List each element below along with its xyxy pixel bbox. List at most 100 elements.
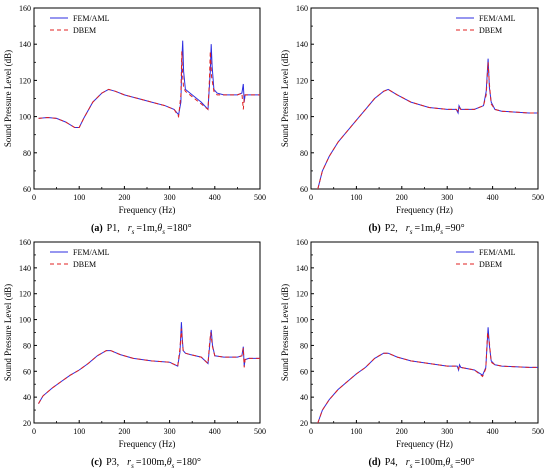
x-tick-label: 100 (73, 193, 85, 202)
caption-point: P3, (106, 457, 119, 468)
x-axis-label: Frequency (Hz) (396, 439, 453, 449)
y-tick-label: 100 (296, 316, 308, 325)
caption-point: P1, (107, 223, 120, 234)
x-tick-label: 500 (532, 193, 544, 202)
y-tick-label: 120 (19, 76, 31, 85)
x-tick-label: 300 (441, 193, 453, 202)
caption-eq: =1m, (136, 223, 157, 234)
x-tick-label: 300 (164, 427, 176, 436)
x-tick-label: 100 (350, 427, 362, 436)
caption-theta: θ (157, 223, 162, 234)
caption-r: r (128, 223, 132, 234)
y-tick-label: 80 (23, 149, 31, 158)
panel-d: 0 100 200 300 400 500 20 40 60 80 100 120 140 160 Freq… (280, 238, 544, 470)
y-tick-label: 20 (23, 419, 31, 428)
y-tick-label: 140 (19, 264, 31, 273)
legend-label: DBEM (479, 26, 502, 35)
panel-caption: (b) P2, rs =1m,θs =90° (369, 223, 465, 236)
x-axis-label: Frequency (Hz) (119, 439, 176, 449)
y-tick-label: 60 (23, 367, 31, 376)
x-tick-label: 400 (209, 193, 221, 202)
y-tick-label: 80 (23, 341, 31, 350)
panel-caption: (a) P1, rs =1m,θs =180° (91, 223, 192, 236)
series-line-fem-aml (317, 58, 538, 189)
y-tick-label: 140 (19, 40, 31, 49)
x-tick-label: 500 (532, 427, 544, 436)
x-tick-label: 400 (487, 193, 499, 202)
y-tick-label: 160 (19, 4, 31, 13)
x-tick-label: 0 (309, 427, 313, 436)
caption-r: r (127, 457, 131, 468)
x-tick-label: 200 (396, 193, 408, 202)
x-tick-label: 300 (164, 193, 176, 202)
y-tick-label: 40 (300, 393, 308, 402)
y-axis-label: Sound Pressure Level (dB) (3, 50, 13, 147)
legend-label: DBEM (73, 26, 96, 35)
y-tick-label: 60 (300, 185, 308, 194)
x-tick-label: 400 (487, 427, 499, 436)
y-tick-label: 160 (296, 238, 308, 247)
caption-r: r (406, 457, 410, 468)
series-line-dbem (317, 62, 538, 189)
x-tick-label: 400 (209, 427, 221, 436)
caption-letter: (b) (369, 223, 381, 234)
caption-theta-sub: s (172, 462, 175, 470)
y-axis-label: Sound Pressure Level (dB) (280, 284, 290, 381)
series-line-fem-aml (38, 322, 260, 404)
caption-letter: (c) (91, 457, 102, 468)
x-tick-label: 200 (396, 427, 408, 436)
y-tick-label: 100 (19, 113, 31, 122)
x-tick-label: 300 (441, 427, 453, 436)
caption-r-sub: s (131, 462, 134, 470)
caption-theta: θ (435, 223, 440, 234)
caption-r-sub: s (410, 462, 413, 470)
plot-frame (33, 7, 261, 190)
legend-label: FEM/AML (73, 248, 110, 257)
caption-point: P4, (385, 457, 398, 468)
caption-theta-value: =90° (455, 457, 475, 468)
legend-label: DBEM (479, 260, 502, 269)
caption-theta: θ (445, 457, 450, 468)
caption-theta-sub: s (450, 462, 453, 470)
caption-theta: θ (167, 457, 172, 468)
x-tick-label: 500 (254, 193, 266, 202)
x-tick-label: 100 (350, 193, 362, 202)
y-tick-label: 120 (296, 290, 308, 299)
caption-letter: (d) (369, 457, 381, 468)
plot-frame (310, 7, 539, 190)
x-tick-label: 0 (309, 193, 313, 202)
caption-theta-value: =90° (445, 223, 465, 234)
series-line-dbem (38, 51, 260, 128)
caption-theta-sub: s (440, 228, 443, 236)
caption-r-sub: s (410, 228, 413, 236)
series-line-fem-aml (38, 40, 260, 128)
y-tick-label: 60 (300, 367, 308, 376)
x-tick-label: 200 (118, 427, 130, 436)
x-tick-label: 0 (32, 427, 36, 436)
caption-eq: =100m, (414, 457, 445, 468)
y-tick-label: 20 (300, 419, 308, 428)
series-line-dbem (317, 332, 538, 423)
legend: FEM/AML DBEM (50, 248, 110, 269)
legend: FEM/AML DBEM (456, 14, 516, 35)
y-tick-label: 120 (19, 290, 31, 299)
legend-label: FEM/AML (73, 14, 110, 23)
caption-r-sub: s (132, 228, 135, 236)
legend: FEM/AML DBEM (456, 248, 516, 269)
x-tick-label: 500 (254, 427, 266, 436)
panel-a: 0 100 200 300 400 500 60 80 100 120 140 160 Frequenc… (3, 4, 266, 236)
caption-theta-value: =180° (176, 457, 201, 468)
y-tick-label: 140 (296, 264, 308, 273)
y-tick-label: 160 (296, 4, 308, 13)
y-tick-label: 80 (300, 149, 308, 158)
caption-point: P2, (385, 223, 398, 234)
legend: FEM/AML DBEM (50, 14, 110, 35)
x-axis-label: Frequency (Hz) (119, 205, 176, 215)
legend-label: FEM/AML (479, 248, 516, 257)
y-tick-label: 160 (19, 238, 31, 247)
legend-label: FEM/AML (479, 14, 516, 23)
caption-r: r (406, 223, 410, 234)
x-tick-label: 0 (32, 193, 36, 202)
caption-letter: (a) (91, 223, 103, 234)
panel-c: 0 100 200 300 400 500 20 40 60 80 100 120 140 160 Freq… (3, 238, 266, 470)
